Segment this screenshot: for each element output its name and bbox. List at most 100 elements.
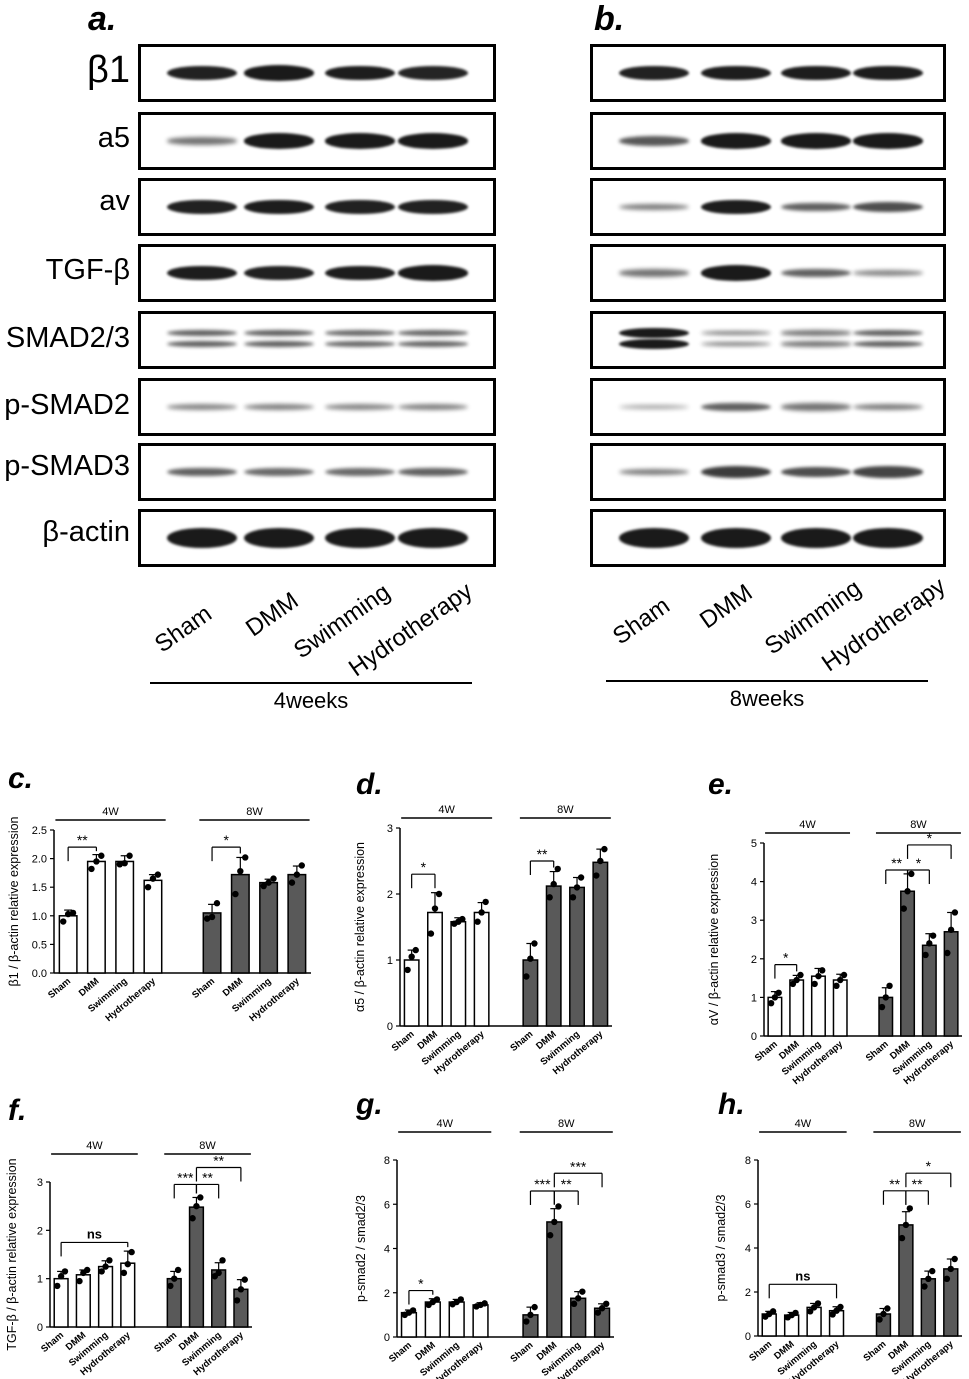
data-point <box>270 875 277 882</box>
row-label-av: av <box>99 185 130 217</box>
data-point <box>265 879 272 886</box>
y-tick-label: 0 <box>387 1021 393 1033</box>
blot-band <box>167 265 237 281</box>
blot-band <box>398 403 468 411</box>
panel-label-b: b. <box>594 0 625 38</box>
blot-band <box>167 137 237 145</box>
data-point <box>793 976 800 984</box>
data-point <box>880 1310 887 1318</box>
data-point <box>523 973 530 980</box>
group-label: 8W <box>558 1118 575 1130</box>
y-tick-label: 1.0 <box>32 911 47 923</box>
data-point <box>435 890 443 898</box>
data-point <box>481 1300 488 1307</box>
row-label-tgfb: TGF-β <box>45 254 130 286</box>
data-point <box>878 1003 886 1011</box>
significance-label: ** <box>889 1176 900 1192</box>
timepoint-label-8w: 8weeks <box>729 686 805 711</box>
bar <box>143 879 163 974</box>
blot-band <box>619 468 689 476</box>
y-tick-label: 4 <box>384 1244 390 1256</box>
panel-label: c. <box>8 762 33 795</box>
blot-band <box>781 133 851 149</box>
data-point <box>412 946 419 954</box>
group-label: 8W <box>246 806 263 818</box>
bar <box>898 1224 914 1337</box>
data-point <box>98 1268 105 1275</box>
data-point <box>527 955 534 962</box>
blot-band <box>781 330 851 336</box>
data-point <box>193 1202 200 1210</box>
bar <box>592 861 609 1027</box>
data-point <box>298 862 305 869</box>
panel-label: f. <box>8 1094 26 1127</box>
row-label-beta1: β1 <box>87 49 130 91</box>
data-point <box>579 1288 586 1295</box>
data-point <box>237 1286 245 1293</box>
significance-label: * <box>926 1158 932 1174</box>
y-tick-label: 0.0 <box>32 968 47 980</box>
category-label: Sham <box>190 976 217 1001</box>
data-point <box>76 1277 83 1285</box>
data-point <box>840 971 848 979</box>
blot-band <box>701 330 771 336</box>
blot-band <box>701 341 771 347</box>
data-point <box>554 865 561 873</box>
category-label: Hydrotherapy <box>247 975 302 1024</box>
data-point <box>775 989 782 996</box>
data-point <box>237 867 244 875</box>
y-tick-label: 0 <box>384 1332 390 1344</box>
bar <box>188 1206 205 1328</box>
data-point <box>574 1295 582 1302</box>
data-point <box>876 1316 883 1323</box>
y-tick-label: 8 <box>384 1155 390 1167</box>
data-point <box>69 909 77 917</box>
data-point <box>54 1282 61 1290</box>
timeline-8w <box>606 680 928 682</box>
blot-band <box>167 199 237 215</box>
group-label: 4W <box>102 806 119 818</box>
y-tick-label: 0 <box>751 1031 757 1043</box>
data-point <box>128 1248 135 1256</box>
blot-band <box>619 528 689 548</box>
bar <box>287 873 307 974</box>
y-tick-label: 2 <box>384 1288 390 1300</box>
y-tick-label: 2.5 <box>32 825 47 837</box>
data-point <box>189 1215 196 1222</box>
blot-band <box>619 338 689 350</box>
data-point <box>906 1205 913 1212</box>
category-label: Hydrotherapy <box>103 975 158 1024</box>
blot-band <box>167 329 237 337</box>
blot-band <box>853 466 923 478</box>
y-axis-label: α5 / β-actin relative expression <box>353 842 367 1012</box>
blot-strip <box>590 443 946 501</box>
blot-band <box>244 528 314 548</box>
data-point <box>925 1275 932 1283</box>
blot-band <box>619 203 689 211</box>
data-point <box>409 1307 417 1314</box>
data-point <box>57 1273 65 1280</box>
data-point <box>233 1297 241 1304</box>
data-point <box>478 909 485 916</box>
category-label: Sham <box>747 1339 774 1364</box>
data-point <box>219 1257 226 1264</box>
bar <box>259 881 279 974</box>
blot-band <box>244 403 314 411</box>
category-label: Sham <box>861 1339 888 1364</box>
panel-label: g. <box>355 1088 383 1121</box>
data-point <box>811 980 818 988</box>
bar <box>233 1288 249 1328</box>
group-label: 8W <box>557 804 574 816</box>
data-point <box>771 994 779 1001</box>
blot-band <box>619 405 689 409</box>
blot-strip <box>590 44 946 102</box>
data-point <box>807 1308 814 1315</box>
blot-band <box>325 65 395 81</box>
significance-label: * <box>783 950 789 966</box>
data-point <box>921 1283 928 1290</box>
y-tick-label: 0 <box>745 1331 751 1343</box>
blot-band <box>781 341 851 347</box>
y-tick-label: 6 <box>745 1199 751 1211</box>
blot-band <box>325 528 395 548</box>
blot-strip <box>590 112 946 170</box>
